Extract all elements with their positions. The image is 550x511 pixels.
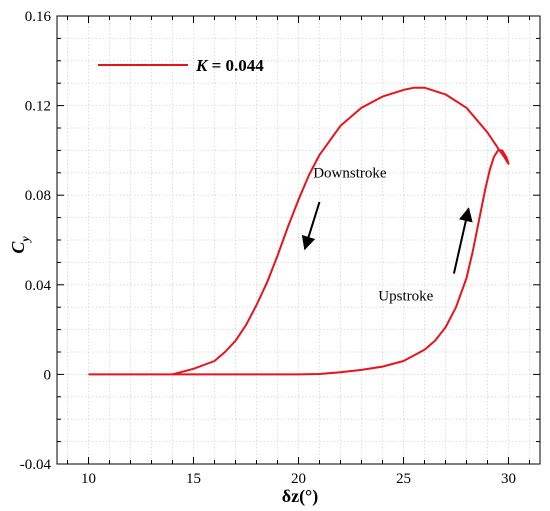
y-axis-title-subscript: y <box>18 236 32 244</box>
x-axis-title: δz(°) <box>282 486 319 507</box>
y-tick-label: 0.08 <box>25 188 51 204</box>
legend-label-value: = 0.044 <box>207 56 264 75</box>
x-tick-label: 20 <box>291 471 306 487</box>
y-tick-label: 0 <box>44 367 52 383</box>
y-tick-label: 0.12 <box>25 99 51 115</box>
x-tick-label: 30 <box>501 471 516 487</box>
x-tick-label: 10 <box>81 471 96 487</box>
y-axis-tick-labels: -0.04 0 0.04 0.08 0.12 0.16 <box>20 9 52 473</box>
legend: K = 0.044 <box>98 56 264 75</box>
upstroke-label: Upstroke <box>378 288 433 304</box>
x-tick-label: 25 <box>396 471 411 487</box>
upstroke-arrow <box>452 207 473 274</box>
x-axis-tick-labels: 10 15 20 25 30 <box>81 471 516 487</box>
y-tick-label: -0.04 <box>20 457 52 473</box>
grid <box>57 15 540 465</box>
series-line <box>88 86 510 376</box>
y-axis-title: Cy <box>8 236 32 254</box>
y-tick-label: 0.16 <box>25 9 52 25</box>
annotations: Downstroke Upstroke <box>301 165 473 304</box>
series-layer <box>88 86 510 376</box>
y-axis-title-main: C <box>8 241 28 254</box>
y-tick-label: 0.04 <box>25 278 52 294</box>
axis-ticks <box>57 15 540 465</box>
downstroke-arrow <box>301 201 321 251</box>
legend-label-symbol: K <box>195 56 209 75</box>
legend-label: K = 0.044 <box>195 56 264 75</box>
x-tick-label: 15 <box>186 471 201 487</box>
downstroke-label: Downstroke <box>313 165 387 181</box>
